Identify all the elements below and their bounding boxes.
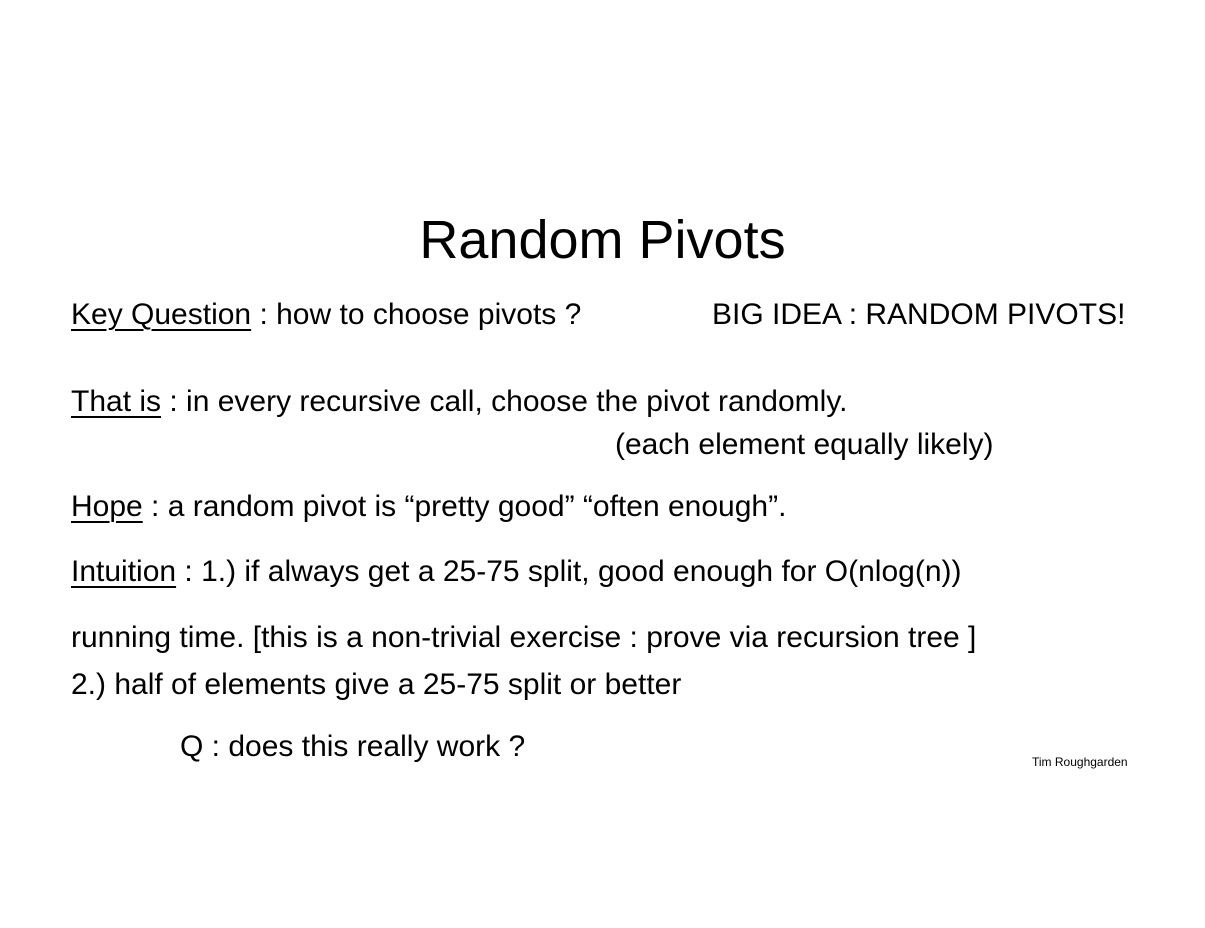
intuition-point-2: 2.) half of elements give a 25-75 split … (71, 668, 682, 701)
intuition-label: Intuition (71, 555, 177, 588)
key-question-text: : how to choose pivots ? (251, 298, 582, 331)
intuition-continuation: running time. [this is a non-trivial exe… (71, 621, 977, 654)
intuition-text: : 1.) if always get a 25-75 split, good … (176, 555, 962, 588)
big-idea-text: BIG IDEA : RANDOM PIVOTS! (712, 298, 1126, 331)
hope-text: : a random pivot is “pretty good” “often… (142, 490, 787, 523)
key-question-label: Key Question (71, 298, 252, 331)
key-question-line: Key Question : how to choose pivots ? (71, 295, 581, 335)
that-is-label: That is (71, 385, 162, 418)
author-credit: Tim Roughgarden (1032, 755, 1128, 769)
hope-label: Hope (71, 490, 143, 523)
slide-title: Random Pivots (419, 210, 786, 270)
hope-line: Hope : a random pivot is “pretty good” “… (71, 487, 786, 527)
that-is-note: (each element equally likely) (615, 428, 994, 461)
that-is-text: : in every recursive call, choose the pi… (161, 385, 848, 418)
question-text: Q : does this really work ? (180, 730, 526, 763)
intuition-line: Intuition : 1.) if always get a 25-75 sp… (71, 552, 962, 592)
that-is-line: That is : in every recursive call, choos… (71, 382, 847, 422)
